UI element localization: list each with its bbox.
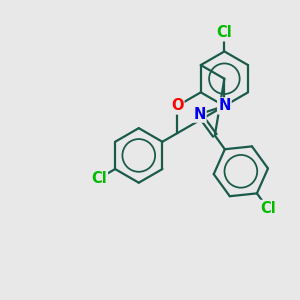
Text: Cl: Cl [91, 171, 107, 186]
Text: Cl: Cl [217, 25, 232, 40]
Text: N: N [193, 106, 206, 122]
Text: Cl: Cl [260, 201, 276, 216]
Text: O: O [171, 98, 183, 113]
Text: N: N [218, 98, 231, 113]
